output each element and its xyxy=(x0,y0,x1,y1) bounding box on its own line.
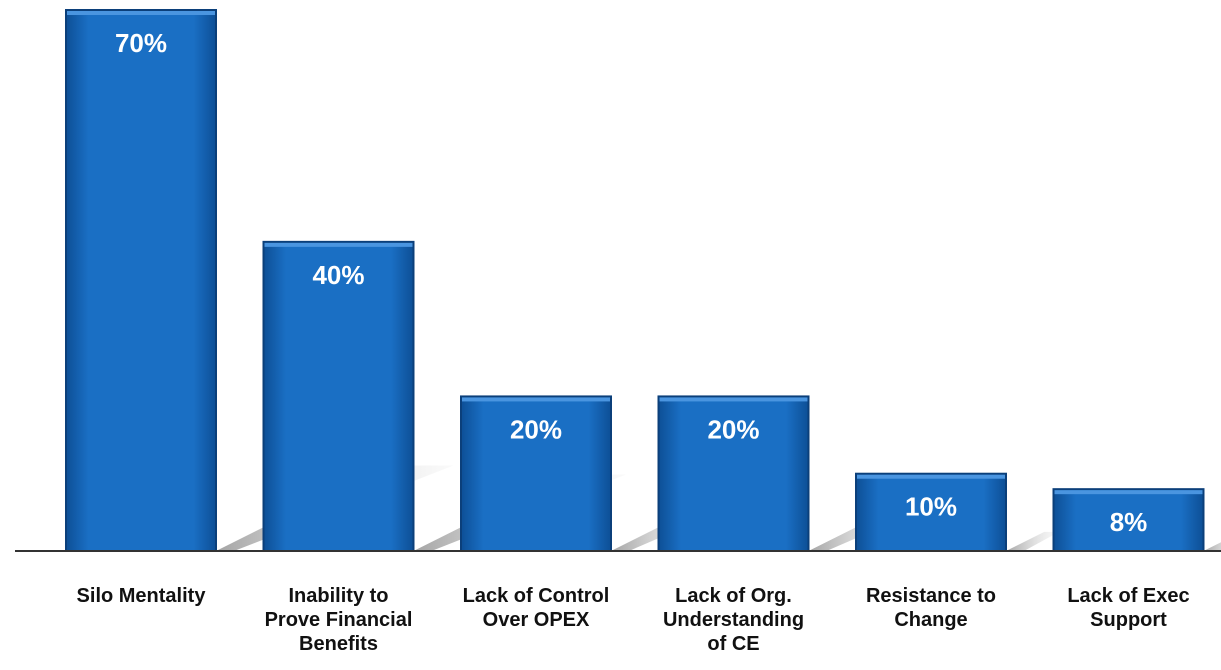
category-label: Inability to Prove Financial Benefits xyxy=(264,585,413,655)
bar xyxy=(657,395,810,552)
category-label: Lack of Org. Understanding of CE xyxy=(662,585,805,655)
category-label: Resistance to Change xyxy=(865,585,997,631)
bar xyxy=(1052,488,1205,552)
data-label-layer: 70% 40% 20% 20% 10% 8% xyxy=(115,28,1147,537)
bar-layer xyxy=(65,9,1205,553)
bar xyxy=(460,395,612,552)
bar xyxy=(65,9,217,552)
bar xyxy=(855,472,1007,553)
bar-top-bevel xyxy=(67,11,215,15)
data-label: 10% xyxy=(905,492,957,522)
bar-top-bevel xyxy=(264,242,413,247)
category-label: Lack of Exec Support xyxy=(1067,585,1190,631)
bar-top-bevel xyxy=(1054,490,1203,495)
category-label: Silo Mentality xyxy=(76,585,206,607)
category-label: Lack of Control Over OPEX xyxy=(462,585,610,631)
bar-top-bevel xyxy=(857,474,1005,479)
bar-top-bevel xyxy=(462,397,610,402)
data-label: 8% xyxy=(1110,507,1148,537)
data-label: 20% xyxy=(707,414,759,444)
bar-shadow xyxy=(1006,531,1060,551)
data-label: 70% xyxy=(115,28,167,58)
bar-top-bevel xyxy=(659,397,808,402)
data-label: 20% xyxy=(510,414,562,444)
bar-shadow xyxy=(1203,542,1221,551)
bar xyxy=(262,240,415,552)
data-label: 40% xyxy=(312,260,364,290)
